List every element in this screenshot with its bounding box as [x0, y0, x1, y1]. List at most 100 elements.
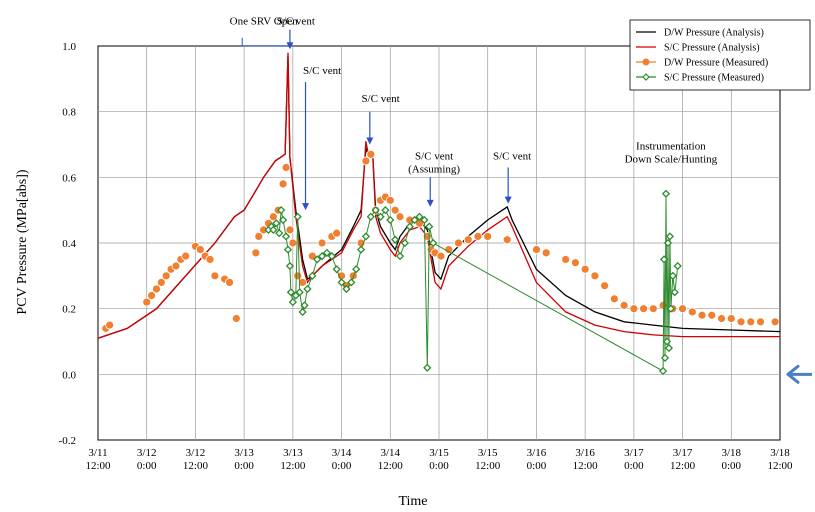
- data-point: [251, 248, 261, 258]
- annotation-arrowhead: [504, 196, 512, 204]
- data-point: [152, 284, 161, 294]
- data-point: [639, 304, 648, 314]
- data-point: [268, 212, 278, 222]
- data-point: [619, 300, 629, 310]
- annotation-arrowhead: [286, 42, 294, 50]
- x-tick-label-line: 3/15: [478, 447, 498, 459]
- legend-marker: [642, 58, 650, 66]
- data-point: [298, 307, 307, 317]
- annotation-label: S/C vent: [303, 65, 341, 77]
- data-point: [142, 297, 152, 307]
- data-point: [181, 251, 191, 261]
- data-point: [293, 212, 302, 221]
- data-point: [288, 297, 297, 307]
- y-tick-label: -0.2: [59, 435, 76, 447]
- x-tick-label-line: 3/17: [673, 447, 693, 459]
- data-point: [313, 255, 322, 264]
- x-tick-label-line: 3/16: [575, 447, 595, 459]
- annotation-arrowhead: [302, 203, 310, 211]
- data-point: [286, 288, 296, 297]
- x-tick-label-line: 12:00: [767, 460, 793, 472]
- x-tick-label-line: 3/15: [429, 447, 449, 459]
- data-point: [756, 317, 765, 327]
- data-point: [275, 229, 284, 238]
- x-tick-label: 3/18 12:00: [767, 447, 793, 472]
- y-tick-label: 0.6: [62, 172, 76, 184]
- x-tick-label: 3/17 0:00: [624, 447, 644, 472]
- data-point: [322, 248, 332, 257]
- x-tick-label: 3/15 0:00: [429, 447, 449, 472]
- data-point: [342, 284, 351, 294]
- data-point: [463, 235, 473, 245]
- data-point: [161, 271, 171, 281]
- data-point: [726, 314, 736, 323]
- data-point: [281, 232, 291, 241]
- x-tick-label: 3/16 0:00: [527, 447, 547, 472]
- x-tick-label-line: 0:00: [527, 460, 547, 472]
- data-point: [300, 301, 309, 310]
- x-tick-label-line: 3/14: [381, 447, 401, 459]
- data-point: [502, 235, 512, 245]
- data-point: [231, 314, 241, 323]
- annotation-bracket: [241, 37, 291, 47]
- data-point: [561, 255, 571, 264]
- data-point: [385, 195, 395, 205]
- x-tick-label: 3/11 12:00: [85, 447, 111, 472]
- data-point: [366, 212, 375, 221]
- legend: D/W Pressure (Analysis) S/C Pressure (Ana…: [629, 19, 811, 91]
- data-point: [288, 238, 298, 248]
- data-point: [307, 251, 317, 261]
- data-point: [410, 215, 419, 225]
- x-tick-label-line: 3/18: [722, 447, 742, 459]
- data-point: [395, 212, 405, 222]
- data-point: [195, 245, 205, 254]
- x-tick-label: 3/14 0:00: [332, 447, 352, 472]
- data-point: [105, 320, 115, 330]
- data-point: [666, 304, 675, 313]
- data-point: [405, 222, 414, 231]
- data-point: [648, 304, 658, 314]
- data-point: [483, 232, 493, 241]
- data-point: [746, 317, 756, 327]
- data-point: [376, 212, 385, 221]
- data-point: [281, 163, 291, 172]
- data-point: [664, 343, 674, 353]
- data-point: [400, 238, 410, 248]
- x-tick-label-line: 3/17: [624, 447, 644, 459]
- x-tick-label-line: 3/13: [283, 447, 303, 459]
- data-point: [571, 258, 580, 268]
- x-tick-label-line: 0:00: [137, 460, 157, 472]
- data-point: [532, 245, 541, 254]
- legend-label: D/W Pressure (Measured): [664, 58, 768, 69]
- x-tick-label: 3/15 12:00: [475, 447, 501, 472]
- y-tick-label: 0.0: [62, 369, 76, 381]
- legend-marker: [642, 73, 650, 81]
- data-point: [687, 307, 697, 317]
- data-point: [770, 317, 780, 327]
- x-tick-label: 3/16 12:00: [573, 447, 599, 472]
- annotation-label: S/C vent: [493, 150, 531, 162]
- data-point: [337, 278, 346, 287]
- data-point: [661, 189, 671, 198]
- data-point: [225, 277, 234, 287]
- grid-lines: [98, 46, 780, 440]
- x-tick-label: 3/13 12:00: [280, 447, 306, 472]
- x-tick-label-line: 0:00: [624, 460, 644, 472]
- x-tick-label-line: 12:00: [280, 460, 306, 472]
- data-point: [663, 238, 673, 248]
- data-point: [658, 366, 668, 376]
- data-point: [660, 353, 670, 363]
- data-point: [272, 219, 281, 228]
- data-point: [295, 288, 304, 297]
- data-point: [736, 317, 746, 327]
- annotation-label: S/C vent: [415, 150, 453, 162]
- y-tick-label: 0.8: [62, 107, 76, 119]
- x-tick-label-line: 3/11: [88, 447, 107, 459]
- data-point: [366, 149, 376, 159]
- x-axis-title: Time: [398, 494, 427, 509]
- data-point: [352, 265, 361, 274]
- data-point: [171, 261, 181, 271]
- legend-box: [629, 19, 811, 91]
- data-point: [327, 252, 336, 261]
- data-point: [673, 261, 682, 271]
